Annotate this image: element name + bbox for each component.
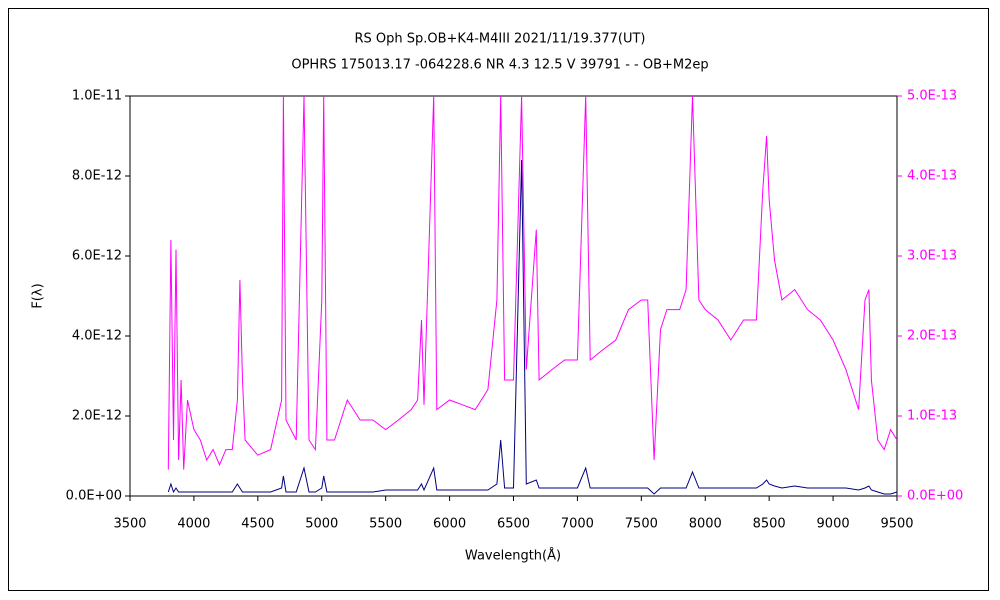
y-tick-label: 1.0E-11 [72,89,122,104]
x-tick-label: 9500 [880,517,913,532]
y-axis-label: F(λ) [31,283,46,308]
x-axis-label: Wavelength(Å) [465,548,561,564]
x-tick-label: 7000 [561,517,594,532]
y-tick-label: 2.0E-12 [72,409,122,424]
x-tick-label: 6000 [433,517,466,532]
spectrum-line [167,96,897,470]
x-tick-label: 8000 [689,517,722,532]
y2-tick-label: 4.0E-13 [907,169,957,184]
x-tick-label: 5000 [305,517,338,532]
y-tick-label: 8.0E-12 [72,169,122,184]
x-tick-label: 4000 [177,517,210,532]
y2-tick-label: 0.0E+00 [907,489,963,504]
x-tick-label: 8500 [753,517,786,532]
chart-title: RS Oph Sp.OB+K4-M4III 2021/11/19.377(UT) [354,32,645,47]
y-tick-label: 4.0E-12 [72,329,122,344]
y2-tick-label: 2.0E-13 [907,329,957,344]
x-tick-label: 5500 [369,517,402,532]
y2-tick-label: 3.0E-13 [907,249,957,264]
x-tick-label: 6500 [497,517,530,532]
x-tick-label: 9000 [817,517,850,532]
x-tick-label: 4500 [241,517,274,532]
x-tick-label: 3500 [113,517,146,532]
chart-subtitle: OPHRS 175013.17 -064228.6 NR 4.3 12.5 V … [291,58,708,73]
x-tick-label: 7500 [625,517,658,532]
y2-tick-label: 5.0E-13 [907,89,957,104]
y2-tick-label: 1.0E-13 [907,409,957,424]
spectrum-line [167,159,897,495]
y-tick-label: 6.0E-12 [72,249,122,264]
y-tick-label: 0.0E+00 [66,489,122,504]
